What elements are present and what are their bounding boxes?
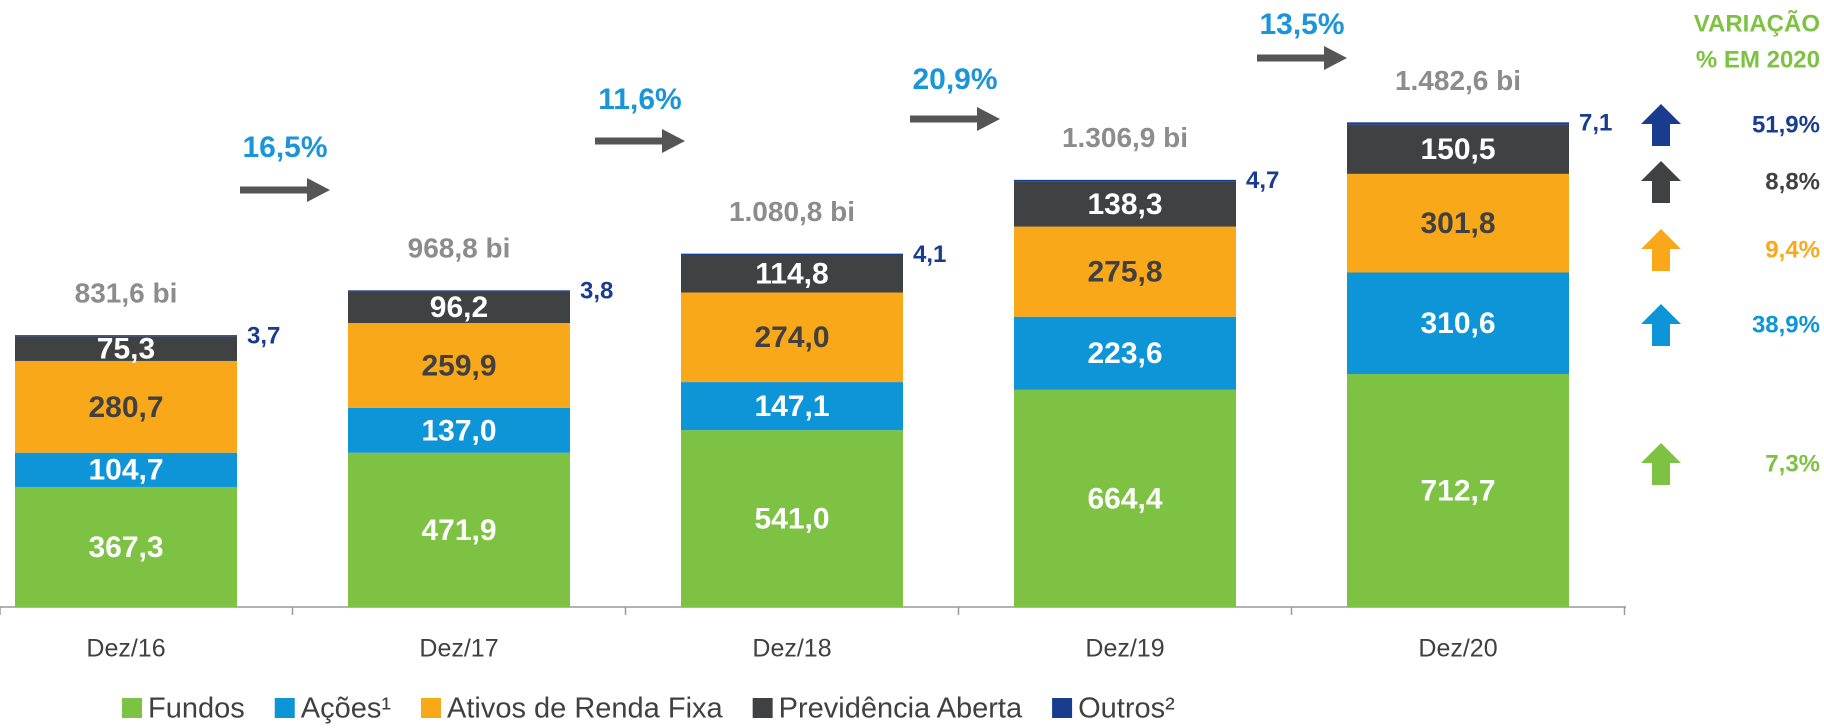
bar-segment <box>1014 389 1236 607</box>
value-label: 664,4 <box>1087 482 1162 515</box>
value-label: 471,9 <box>421 514 496 547</box>
legend-swatch <box>421 698 441 718</box>
bar-segment <box>681 254 903 293</box>
value-label: 301,8 <box>1420 207 1495 240</box>
bar-segment <box>681 253 903 255</box>
variation-label: 38,9% <box>1752 311 1820 338</box>
legend-swatch <box>1052 698 1073 718</box>
value-label: 274,0 <box>754 321 829 354</box>
value-label: 259,9 <box>421 349 496 382</box>
variation-label: 8,8% <box>1765 168 1820 195</box>
bar-segment <box>681 430 903 607</box>
value-label: 541,0 <box>754 503 829 536</box>
bar-segment <box>1347 272 1569 375</box>
total-label: 831,6 bi <box>75 278 178 309</box>
bar-segment <box>15 360 237 453</box>
value-label: 114,8 <box>755 258 828 291</box>
x-tick-label: Dez/19 <box>1085 635 1164 663</box>
growth-arrow-head <box>662 129 685 153</box>
value-label: 104,7 <box>88 454 163 487</box>
legend-label: Ações¹ <box>301 693 392 725</box>
bar-segment <box>1347 173 1569 273</box>
bar-segment <box>1347 124 1569 174</box>
variation-arrow <box>1641 304 1681 346</box>
bar-segment <box>681 292 903 383</box>
variation-title: % EM 2020 <box>1696 46 1820 73</box>
bar-segment <box>348 323 570 408</box>
growth-arrow-head <box>307 178 330 202</box>
bar-segment <box>15 336 237 361</box>
legend-swatch <box>752 698 773 718</box>
bar-segment <box>1014 316 1236 390</box>
value-label: 3,8 <box>580 278 613 305</box>
bar-segment <box>681 382 903 431</box>
bar-segment <box>348 290 570 292</box>
bar-segment <box>1014 179 1236 182</box>
variation-arrow <box>1641 443 1681 485</box>
value-label: 275,8 <box>1087 256 1162 289</box>
variation-arrow <box>1641 104 1681 146</box>
x-tick-label: Dez/17 <box>419 635 498 663</box>
value-label: 7,1 <box>1579 110 1612 137</box>
growth-label: 20,9% <box>912 63 997 96</box>
legend-label: Outros² <box>1078 693 1175 725</box>
growth-label: 16,5% <box>242 131 327 164</box>
legend-swatch <box>274 698 295 718</box>
legend-swatch <box>122 698 142 718</box>
variation-arrow <box>1641 161 1681 203</box>
x-tick-label: Dez/16 <box>86 635 165 663</box>
bar-segment <box>15 452 237 487</box>
x-tick-label: Dez/18 <box>752 635 831 663</box>
variation-label: 51,9% <box>1752 111 1820 138</box>
total-label: 968,8 bi <box>408 233 511 264</box>
value-label: 4,1 <box>913 241 946 268</box>
bar-segment <box>1014 226 1236 317</box>
value-label: 75,3 <box>97 333 155 366</box>
bar-segment <box>15 486 237 607</box>
value-label: 310,6 <box>1420 307 1495 340</box>
growth-label: 13,5% <box>1259 8 1344 41</box>
growth-arrow-head <box>977 107 1000 131</box>
bar-segment <box>1347 122 1569 125</box>
total-label: 1.306,9 bi <box>1062 122 1188 153</box>
legend-label: Fundos <box>148 693 245 725</box>
x-tick-label: Dez/20 <box>1418 635 1497 663</box>
variation-label: 7,3% <box>1765 450 1820 477</box>
value-label: 147,1 <box>754 390 829 423</box>
bar-segment <box>1347 374 1569 607</box>
variation-title: VARIAÇÃO <box>1694 9 1820 37</box>
growth-label: 11,6% <box>598 83 681 116</box>
bar-segment <box>348 407 570 453</box>
bar-segment <box>348 291 570 324</box>
bar-segment <box>1014 181 1236 227</box>
value-label: 150,5 <box>1420 133 1495 166</box>
variation-label: 9,4% <box>1765 236 1820 263</box>
bar-segment <box>15 335 237 337</box>
bar-segment <box>348 452 570 607</box>
value-label: 137,0 <box>421 414 496 447</box>
total-label: 1.080,8 bi <box>729 196 855 227</box>
value-label: 3,7 <box>247 322 280 349</box>
variation-arrow <box>1641 229 1681 271</box>
value-label: 367,3 <box>88 531 163 564</box>
value-label: 96,2 <box>430 291 488 324</box>
total-label: 1.482,6 bi <box>1395 65 1521 96</box>
value-label: 138,3 <box>1087 188 1162 221</box>
value-label: 712,7 <box>1420 474 1495 507</box>
legend-label: Ativos de Renda Fixa <box>447 693 724 725</box>
legend-label: Previdência Aberta <box>779 693 1023 725</box>
growth-arrow-head <box>1324 46 1347 70</box>
value-label: 280,7 <box>88 391 163 424</box>
value-label: 4,7 <box>1246 167 1279 194</box>
value-label: 223,6 <box>1087 337 1162 370</box>
